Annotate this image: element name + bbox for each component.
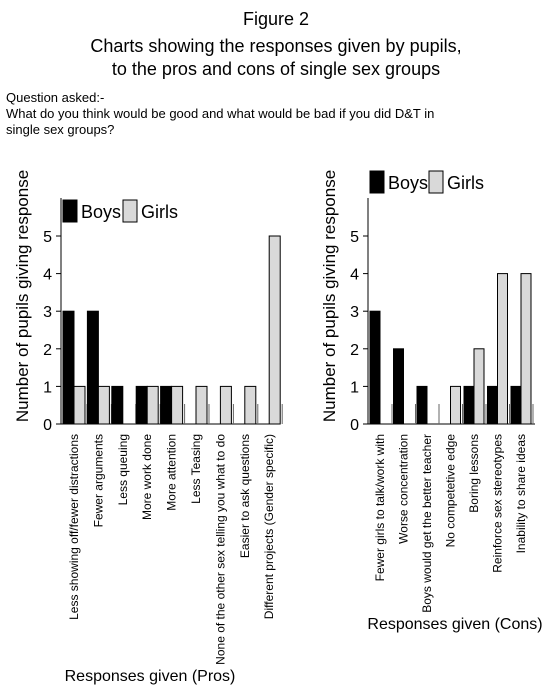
cons-y-tick-label: 5 xyxy=(350,229,359,246)
pros-category-label: More attention xyxy=(165,434,179,511)
cons-category-label: Boys would get the better teacher xyxy=(420,434,434,613)
figure-title: Figure 2 xyxy=(242,9,310,29)
pros-bar-girls xyxy=(97,385,110,425)
pros-y-tick-label: 3 xyxy=(43,304,52,321)
cons-x-axis-label: Responses given (Cons) xyxy=(367,616,542,633)
cons-category-label: Boring lessons xyxy=(467,434,481,513)
pros-bar-girls xyxy=(268,235,281,425)
pros-category-label: None of the other sex telling you what t… xyxy=(213,434,227,665)
pros-y-tick-label: 1 xyxy=(43,379,52,396)
cons-bar-boys xyxy=(463,385,475,425)
cons-bar-girls xyxy=(450,385,461,425)
pros-bar-girls xyxy=(73,385,86,425)
pros-bar-girls xyxy=(171,385,184,425)
pros-category-label: Different projects (Gender specific) xyxy=(262,434,276,619)
question-line-2: single sex groups? xyxy=(6,122,115,137)
figure-subtitle-line-1: Charts showing the responses given by pu… xyxy=(90,36,462,56)
pros-legend-swatch-boys xyxy=(62,199,78,223)
question-block: Question asked:- What do you think would… xyxy=(6,90,551,138)
pros-y-tick-label: 0 xyxy=(43,417,52,434)
pros-category-label: Less queuing xyxy=(116,434,130,505)
figure-subtitle: Charts showing the responses given by pu… xyxy=(0,35,552,81)
cons-category-label: Inability to share ideas xyxy=(514,434,528,553)
pros-category-label: Easier to ask questions xyxy=(238,434,252,558)
cons-legend-swatch-boys xyxy=(369,170,385,194)
cons-legend-label-boys: Boys xyxy=(388,173,428,193)
pros-y-tick-label: 4 xyxy=(43,267,52,284)
pros-legend-label-boys: Boys xyxy=(81,202,121,222)
pros-bar-boys xyxy=(86,310,99,425)
pros-category-label: Less Teasing xyxy=(189,434,203,504)
cons-bar-boys xyxy=(416,385,428,425)
pros-x-axis-label: Responses given (Pros) xyxy=(65,668,236,685)
pros-bar-boys xyxy=(62,310,75,425)
question-line-1: What do you think would be good and what… xyxy=(6,106,435,121)
cons-bar-boys xyxy=(510,385,522,425)
cons-category-label: No competetive edge xyxy=(444,434,458,548)
cons-category-label: Worse concentration xyxy=(397,434,411,544)
pros-category-label: More work done xyxy=(140,434,154,520)
cons-bar-boys xyxy=(393,348,404,425)
cons-y-tick-label: 0 xyxy=(350,417,359,434)
cons-bar-girls xyxy=(497,273,508,425)
pros-y-tick-label: 2 xyxy=(43,342,52,359)
pros-legend-swatch-girls xyxy=(122,199,138,223)
pros-y-tick-label: 5 xyxy=(43,229,52,246)
figure-subtitle-line-2: to the pros and cons of single sex group… xyxy=(111,59,441,79)
cons-bar-boys xyxy=(369,310,381,425)
pros-category-label: Fewer arguments xyxy=(91,434,105,527)
pros-bar-girls xyxy=(219,385,232,425)
cons-y-axis-label: Number of pupils giving response xyxy=(320,170,339,422)
cons-y-tick-label: 1 xyxy=(350,379,359,396)
pros-category-label: Less showing off/fewer distractions xyxy=(67,434,81,620)
pros-bar-girls xyxy=(195,385,208,425)
cons-y-tick-label: 3 xyxy=(350,304,359,321)
cons-bar-boys xyxy=(487,385,498,425)
pros-legend-label-girls: Girls xyxy=(141,202,178,222)
cons-legend-swatch-girls xyxy=(428,170,444,194)
question-label: Question asked:- xyxy=(6,90,105,105)
pros-bar-girls xyxy=(244,385,257,425)
pros-bar-boys xyxy=(111,385,124,425)
cons-category-label: Reinforce sex stereotypes xyxy=(491,434,505,573)
cons-category-label: Fewer girls to talk/work with xyxy=(373,434,387,581)
pros-y-axis-label: Number of pupils giving response xyxy=(13,170,32,422)
cons-y-tick-label: 2 xyxy=(350,342,359,359)
cons-bar-girls xyxy=(473,348,485,425)
pros-bar-girls xyxy=(146,385,159,425)
cons-bar-girls xyxy=(520,273,532,425)
cons-legend-label-girls: Girls xyxy=(447,173,484,193)
cons-y-tick-label: 4 xyxy=(350,267,359,284)
